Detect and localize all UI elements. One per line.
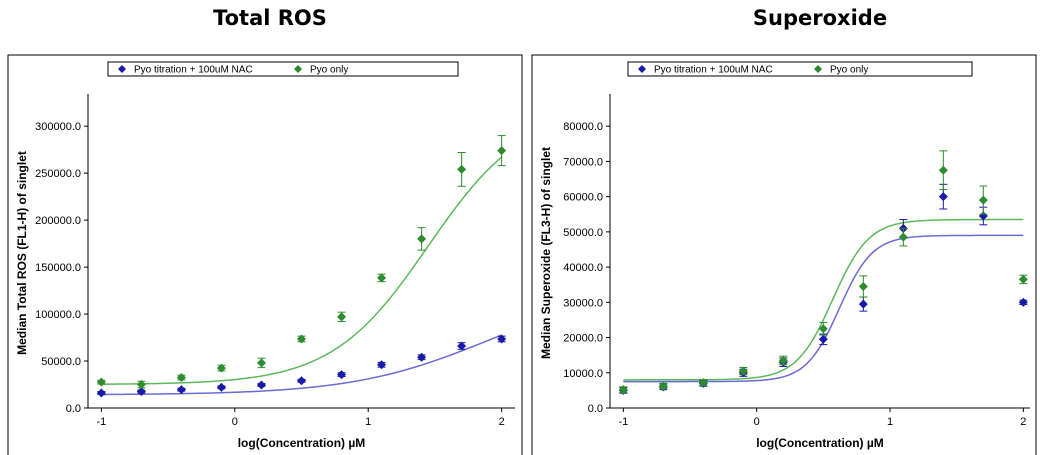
x-axis-label: log(Concentration) µM [238,436,366,450]
data-point [457,341,467,351]
y-tick-label: 10000.0 [563,368,603,380]
legend-box [627,61,973,77]
superoxide-title: Superoxide [752,6,888,30]
data-point [377,273,387,283]
data-point [297,376,306,386]
y-tick-label: 50000.0 [563,227,603,239]
x-axis-label: log(Concentration) µM [756,436,884,450]
data-point [256,358,266,368]
y-tick-label: 80000.0 [563,121,603,133]
legend-entry: Pyo titration + 100uM NAC [134,65,253,76]
x-tick-label: 1 [365,416,371,428]
chart-frame [7,54,523,455]
y-tick-label: 150000.0 [35,262,81,274]
legend-entry: Pyo titration + 100uM NAC [654,65,773,76]
y-tick-label: 250000.0 [35,168,81,180]
y-tick-label: 70000.0 [563,156,603,168]
y-tick-label: 100000.0 [35,309,81,321]
legend-marker [638,65,646,73]
data-point [457,164,467,174]
data-point [176,385,186,395]
legend-marker [118,65,126,73]
legend-marker [814,65,822,73]
data-point [136,380,146,390]
data-point [216,363,226,373]
legend-entry: Pyo only [830,65,868,76]
data-point [417,352,427,362]
y-tick-label: 50000.0 [41,356,81,368]
data-point [938,192,948,202]
data-point [497,146,507,156]
y-tick-label: 20000.0 [563,333,603,345]
y-tick-label: 0.0 [588,403,603,415]
data-point [658,381,668,391]
data-point [1018,274,1028,284]
y-axis-label: Median Total ROS (FL1-H) of singlet [15,151,29,355]
y-axis-label: Median Superoxide (FL3-H) of singlet [539,147,553,359]
chart-1: 0.0 10000.0 20000.0 30000.0 40000.0 50000.0 60… [531,54,1037,455]
legend-entry: Pyo only [310,65,348,76]
data-point [618,385,628,395]
chart-0: 0.0 50000.0 100000.0 150000.0 200000.0 250000… [7,54,523,455]
fit-curve-pyo [623,218,1024,381]
data-point [96,377,106,387]
data-point [738,366,748,376]
chart-frame [531,54,1037,455]
x-tick-label: 0 [232,416,238,428]
y-tick-label: 300000.0 [35,121,81,133]
legend-marker [294,65,302,73]
data-point [216,382,226,392]
data-point [858,281,868,291]
y-tick-label: 200000.0 [35,215,81,227]
data-point [778,355,788,365]
data-point [1018,297,1028,307]
data-point [898,232,908,242]
data-point [337,312,347,322]
total-ros-title: Total ROS [213,6,327,30]
fit-curve-nac [101,334,502,396]
data-point [96,388,106,398]
data-point [497,334,507,344]
fit-curve-pyo [101,156,503,385]
data-point [256,380,266,390]
y-tick-label: 30000.0 [563,297,603,309]
x-tick-label: -1 [96,416,106,428]
data-point [818,324,828,334]
data-point [136,387,146,397]
x-tick-label: 0 [754,416,760,428]
x-tick-label: 1 [887,416,893,428]
fit-curve-nac [623,234,1024,383]
legend-box [107,61,459,77]
data-point [938,165,948,175]
x-tick-label: -1 [618,416,628,428]
data-point [978,195,988,205]
y-tick-label: 60000.0 [563,192,603,204]
y-tick-label: 40000.0 [563,262,603,274]
x-tick-label: 2 [499,416,505,428]
y-tick-label: 0.0 [66,403,81,415]
x-tick-label: 2 [1020,416,1026,428]
data-point [858,299,868,309]
data-point [297,334,306,344]
data-point [818,334,828,344]
data-point [337,370,347,380]
data-point [417,234,427,244]
data-point [176,372,186,382]
data-point [377,360,387,370]
data-point [698,378,708,388]
